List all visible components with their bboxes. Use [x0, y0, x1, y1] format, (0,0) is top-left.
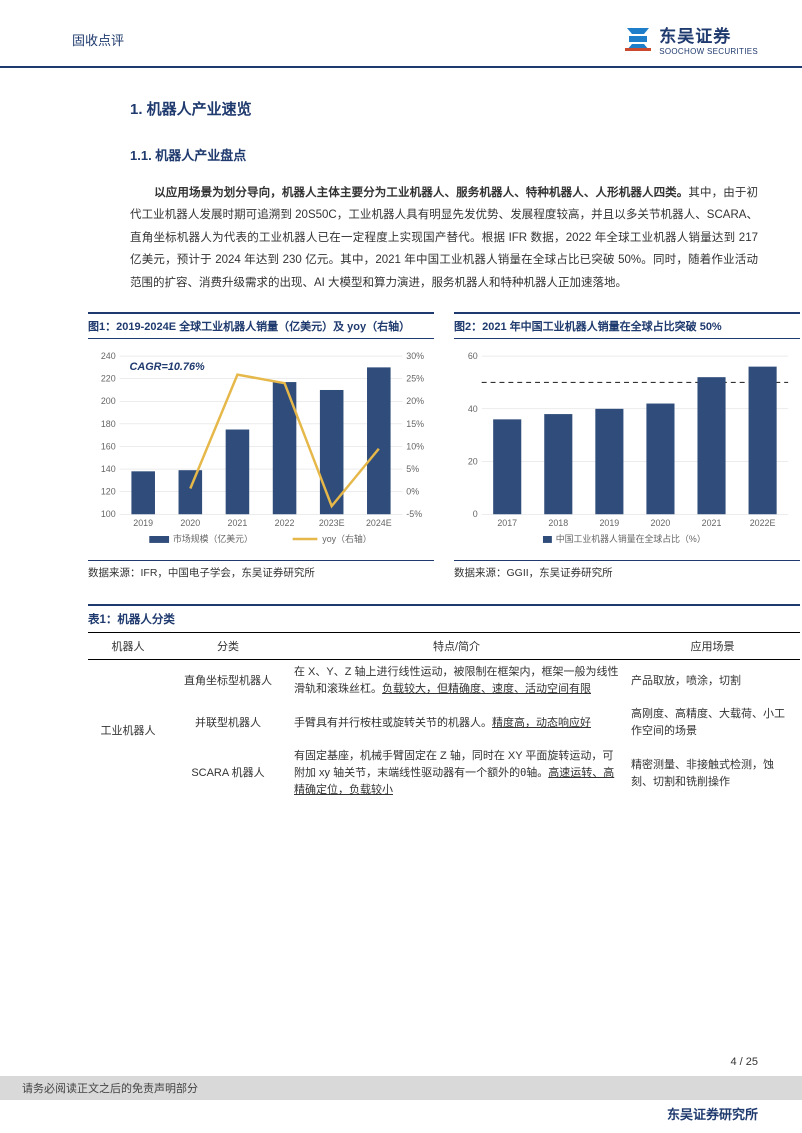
svg-text:25%: 25%	[406, 374, 424, 384]
svg-text:240: 240	[101, 351, 116, 361]
table-cell-category: 工业机器人	[88, 660, 168, 804]
svg-text:20%: 20%	[406, 396, 424, 406]
svg-text:15%: 15%	[406, 419, 424, 429]
page-header: 固收点评 东吴证券 SOOCHOW SECURITIES	[0, 0, 802, 68]
table-header-cell: 应用场景	[625, 633, 800, 660]
logo-text-en: SOOCHOW SECURITIES	[659, 47, 758, 56]
svg-text:100: 100	[101, 509, 116, 519]
svg-text:-5%: -5%	[406, 509, 422, 519]
chart1-title: 图1：2019-2024E 全球工业机器人销量（亿美元）及 yoy（右轴）	[88, 312, 434, 339]
p1-rest: 其中，由于初代工业机器人发展时期可追溯到 20S50C，工业机器人具有明显先发优…	[130, 187, 758, 289]
table-cell-app: 高刚度、高精度、大载荷、小工作空间的场景	[625, 702, 800, 744]
svg-text:120: 120	[101, 487, 116, 497]
svg-text:2019: 2019	[599, 518, 619, 528]
svg-text:0: 0	[473, 509, 478, 519]
footer: 4 / 25 请务必阅读正文之后的免责声明部分 东吴证券研究所	[0, 1056, 802, 1133]
svg-text:2023E: 2023E	[319, 518, 345, 528]
svg-text:220: 220	[101, 374, 116, 384]
table-header-cell: 机器人	[88, 633, 168, 660]
logo-icon	[623, 26, 653, 52]
chart1-source: 数据来源：IFR，中国电子学会，东吴证券研究所	[88, 560, 434, 580]
page-number: 4 / 25	[0, 1056, 802, 1076]
svg-text:2021: 2021	[228, 518, 248, 528]
svg-text:CAGR=10.76%: CAGR=10.76%	[130, 361, 205, 373]
svg-text:2020: 2020	[180, 518, 200, 528]
table-cell-desc: 有固定基座，机械手臂固定在 Z 轴，同时在 XY 平面旋转运动，可附加 xy 轴…	[288, 744, 625, 803]
robot-table: 机器人分类特点/简介应用场景 工业机器人直角坐标型机器人在 X、Y、Z 轴上进行…	[88, 632, 800, 803]
svg-text:yoy（右轴）: yoy（右轴）	[322, 533, 371, 544]
chart1-svg: 100 120 140 160 180 200 220 240 -5% 0% 5% 10% 15% 20%…	[88, 345, 434, 555]
heading-2: 1.1. 机器人产业盘点	[130, 145, 758, 164]
svg-text:2022: 2022	[275, 518, 295, 528]
chart2-source: 数据来源：GGII，东吴证券研究所	[454, 560, 800, 580]
charts-row: 图1：2019-2024E 全球工业机器人销量（亿美元）及 yoy（右轴） 10…	[44, 312, 802, 580]
table-cell-desc: 手臂具有并行桉柱或旋转关节的机器人。精度高，动态响应好	[288, 702, 625, 744]
svg-text:市场规模（亿美元）: 市场规模（亿美元）	[173, 533, 253, 544]
svg-text:0%: 0%	[406, 487, 419, 497]
body-paragraph: 以应用场景为划分导向，机器人主体主要分为工业机器人、服务机器人、特种机器人、人形…	[130, 182, 758, 294]
chart1-block: 图1：2019-2024E 全球工业机器人销量（亿美元）及 yoy（右轴） 10…	[88, 312, 434, 580]
svg-text:2018: 2018	[548, 518, 568, 528]
table-block: 表1：机器人分类 机器人分类特点/简介应用场景 工业机器人直角坐标型机器人在 X…	[44, 604, 802, 803]
table-cell-app: 精密测量、非接触式检测，蚀刻、切割和铣削操作	[625, 744, 800, 803]
svg-text:2021: 2021	[702, 518, 722, 528]
svg-text:60: 60	[468, 351, 478, 361]
svg-text:5%: 5%	[406, 464, 419, 474]
svg-text:30%: 30%	[406, 351, 424, 361]
svg-text:200: 200	[101, 396, 116, 406]
table-cell-subtype: 并联型机器人	[168, 702, 288, 744]
svg-text:2022E: 2022E	[750, 518, 776, 528]
chart2-block: 图2：2021 年中国工业机器人销量在全球占比突破 50% 0 20 40 60 201…	[454, 312, 800, 580]
chart2-svg: 0 20 40 60 2017 2018 2019 2020 2021 2022E 中国工业机器人销…	[454, 345, 800, 555]
table-cell-subtype: 直角坐标型机器人	[168, 660, 288, 703]
footer-org: 东吴证券研究所	[0, 1100, 802, 1133]
table-header-cell: 特点/简介	[288, 633, 625, 660]
table-title: 表1：机器人分类	[88, 604, 800, 632]
company-logo: 东吴证券 SOOCHOW SECURITIES	[623, 22, 758, 56]
table-header-cell: 分类	[168, 633, 288, 660]
table-row: SCARA 机器人有固定基座，机械手臂固定在 Z 轴，同时在 XY 平面旋转运动…	[88, 744, 800, 803]
svg-text:160: 160	[101, 442, 116, 452]
svg-text:180: 180	[101, 419, 116, 429]
svg-text:40: 40	[468, 404, 478, 414]
p1-bold: 以应用场景为划分导向，机器人主体主要分为工业机器人、服务机器人、特种机器人、人形…	[154, 187, 688, 199]
svg-text:2017: 2017	[497, 518, 517, 528]
chart2-title: 图2：2021 年中国工业机器人销量在全球占比突破 50%	[454, 312, 800, 339]
svg-text:2020: 2020	[651, 518, 671, 528]
content-area: 1. 机器人产业速览 1.1. 机器人产业盘点 以应用场景为划分导向，机器人主体…	[0, 68, 802, 803]
table-cell-subtype: SCARA 机器人	[168, 744, 288, 803]
svg-text:140: 140	[101, 464, 116, 474]
header-category: 固收点评	[72, 30, 124, 49]
table-row: 并联型机器人手臂具有并行桉柱或旋转关节的机器人。精度高，动态响应好高刚度、高精度…	[88, 702, 800, 744]
svg-text:2024E: 2024E	[366, 518, 392, 528]
table-row: 工业机器人直角坐标型机器人在 X、Y、Z 轴上进行线性运动，被限制在框架内，框架…	[88, 660, 800, 703]
table-cell-app: 产品取放，喷涂，切割	[625, 660, 800, 703]
svg-text:2019: 2019	[133, 518, 153, 528]
heading-1: 1. 机器人产业速览	[130, 98, 758, 119]
svg-text:10%: 10%	[406, 442, 424, 452]
logo-text-cn: 东吴证券	[659, 22, 758, 47]
table-cell-desc: 在 X、Y、Z 轴上进行线性运动，被限制在框架内，框架一般为线性滑轨和滚珠丝杠。…	[288, 660, 625, 703]
footer-disclaimer: 请务必阅读正文之后的免责声明部分	[0, 1076, 802, 1100]
svg-text:20: 20	[468, 457, 478, 467]
svg-text:中国工业机器人销量在全球占比（%）: 中国工业机器人销量在全球占比（%）	[556, 533, 706, 544]
